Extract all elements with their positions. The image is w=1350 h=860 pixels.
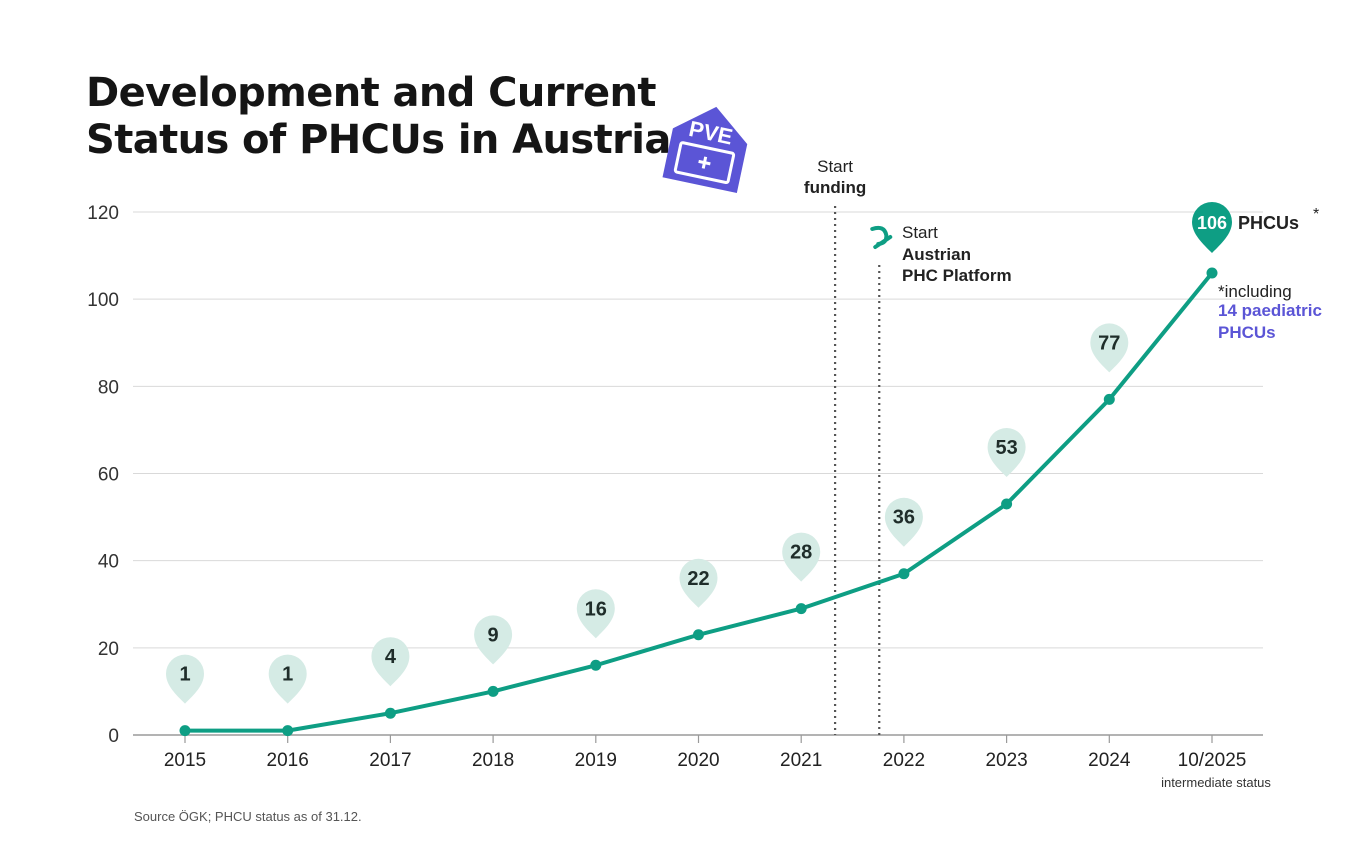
- data-point: [1001, 498, 1013, 510]
- data-point: [282, 725, 294, 737]
- x-tick-label: 2024: [1088, 750, 1131, 771]
- data-label-pin: [782, 532, 821, 582]
- series-line: [179, 267, 1218, 737]
- y-tick-label-100: 100: [87, 290, 119, 311]
- pve-house-icon: [662, 106, 748, 194]
- data-label-pin: [474, 615, 513, 665]
- x-tick-label: 2017: [369, 750, 411, 771]
- data-label-pin: [371, 637, 410, 687]
- data-label-pin: [166, 654, 204, 704]
- x-tick-label: 2023: [985, 750, 1027, 771]
- x-tick-label: 2019: [575, 750, 617, 771]
- x-tick-note: intermediate status: [1161, 775, 1271, 790]
- data-label-pin: [576, 589, 615, 639]
- y-tick-label-20: 20: [98, 639, 119, 660]
- chart-title: Development and Current Status of PHCUs …: [86, 70, 671, 164]
- data-point: [179, 725, 191, 737]
- x-tick-label: 2021: [780, 750, 822, 771]
- chart-title-line-2: Status of PHCUs in Austria: [86, 117, 671, 163]
- event-label-start: Start: [817, 157, 853, 176]
- data-label: 77: [1098, 332, 1120, 354]
- pve-logo: PVE: [662, 106, 748, 194]
- phcu-line-chart: PVE 0 20 40 60 80 100 120 2015 2016 2017 2018 2019…: [87, 106, 1322, 790]
- source-note: Source ÖGK; PHCU status as of 31.12.: [134, 809, 362, 824]
- y-tick-label-40: 40: [98, 552, 119, 573]
- final-label-suffix: PHCUs: [1238, 213, 1299, 233]
- event-markers: Start funding Start Austrian PHC Platform: [804, 157, 1012, 735]
- data-label: 53: [995, 437, 1017, 459]
- event-label-start: Start: [902, 223, 938, 242]
- data-label: 36: [893, 507, 915, 529]
- data-label: 22: [687, 568, 709, 590]
- data-label: 1: [179, 664, 190, 686]
- data-label: 16: [585, 598, 607, 620]
- y-tick-label-0: 0: [108, 726, 119, 747]
- x-tick-label: 10/2025: [1178, 750, 1247, 771]
- data-label: 4: [385, 646, 397, 668]
- data-label-pin: [1090, 323, 1129, 373]
- event-label-funding: funding: [804, 178, 866, 197]
- x-tick-label: 2020: [677, 750, 719, 771]
- y-tick-label-60: 60: [98, 465, 119, 486]
- event-label-phc-platform: PHC Platform: [902, 266, 1012, 285]
- x-tick-label: 2016: [267, 750, 309, 771]
- data-point: [1206, 267, 1218, 279]
- austrian-phc-platform-logo-icon: [870, 225, 893, 249]
- final-label-asterisk: *: [1313, 206, 1319, 223]
- data-label-pins: 1 1 4 9 16 22 28 36 53 77 106 PHCUs *: [166, 202, 1319, 704]
- data-label: 1: [282, 664, 293, 686]
- data-point: [795, 603, 807, 615]
- platform-icon-stroke: [870, 225, 893, 249]
- footnote-line-2: 14 paediatric: [1218, 301, 1322, 320]
- data-label-pin: [679, 558, 718, 608]
- x-tick-label: 2018: [472, 750, 514, 771]
- chart-title-line-1: Development and Current: [86, 70, 657, 116]
- footnote-prefix: *including: [1218, 282, 1292, 301]
- y-tick-label-120: 120: [87, 203, 119, 224]
- data-label-pin: [268, 654, 307, 704]
- data-point: [487, 685, 499, 697]
- data-label: 28: [790, 542, 812, 564]
- data-label-pin-final: [1192, 202, 1232, 254]
- y-grid: [133, 211, 1263, 743]
- data-point: [590, 659, 602, 671]
- footnote-line-3: PHCUs: [1218, 323, 1276, 342]
- data-point: [384, 707, 396, 719]
- x-tick-label: 2015: [164, 750, 206, 771]
- data-label: 9: [488, 624, 499, 646]
- x-tick-labels: 2015 2016 2017 2018 2019 2020 2021 2022 2023 2024…: [164, 750, 1272, 790]
- event-label-austrian: Austrian: [902, 245, 971, 264]
- data-label: 106: [1197, 213, 1227, 233]
- data-label-pin: [987, 428, 1026, 478]
- y-tick-labels: 0 20 40 60 80 100 120: [87, 203, 119, 747]
- series-line-path: [183, 271, 1214, 733]
- x-tick-label: 2022: [883, 750, 925, 771]
- data-point: [1103, 393, 1115, 405]
- y-tick-label-80: 80: [98, 377, 119, 398]
- data-label-pin: [884, 497, 923, 547]
- data-point: [898, 568, 910, 580]
- data-point: [693, 629, 704, 641]
